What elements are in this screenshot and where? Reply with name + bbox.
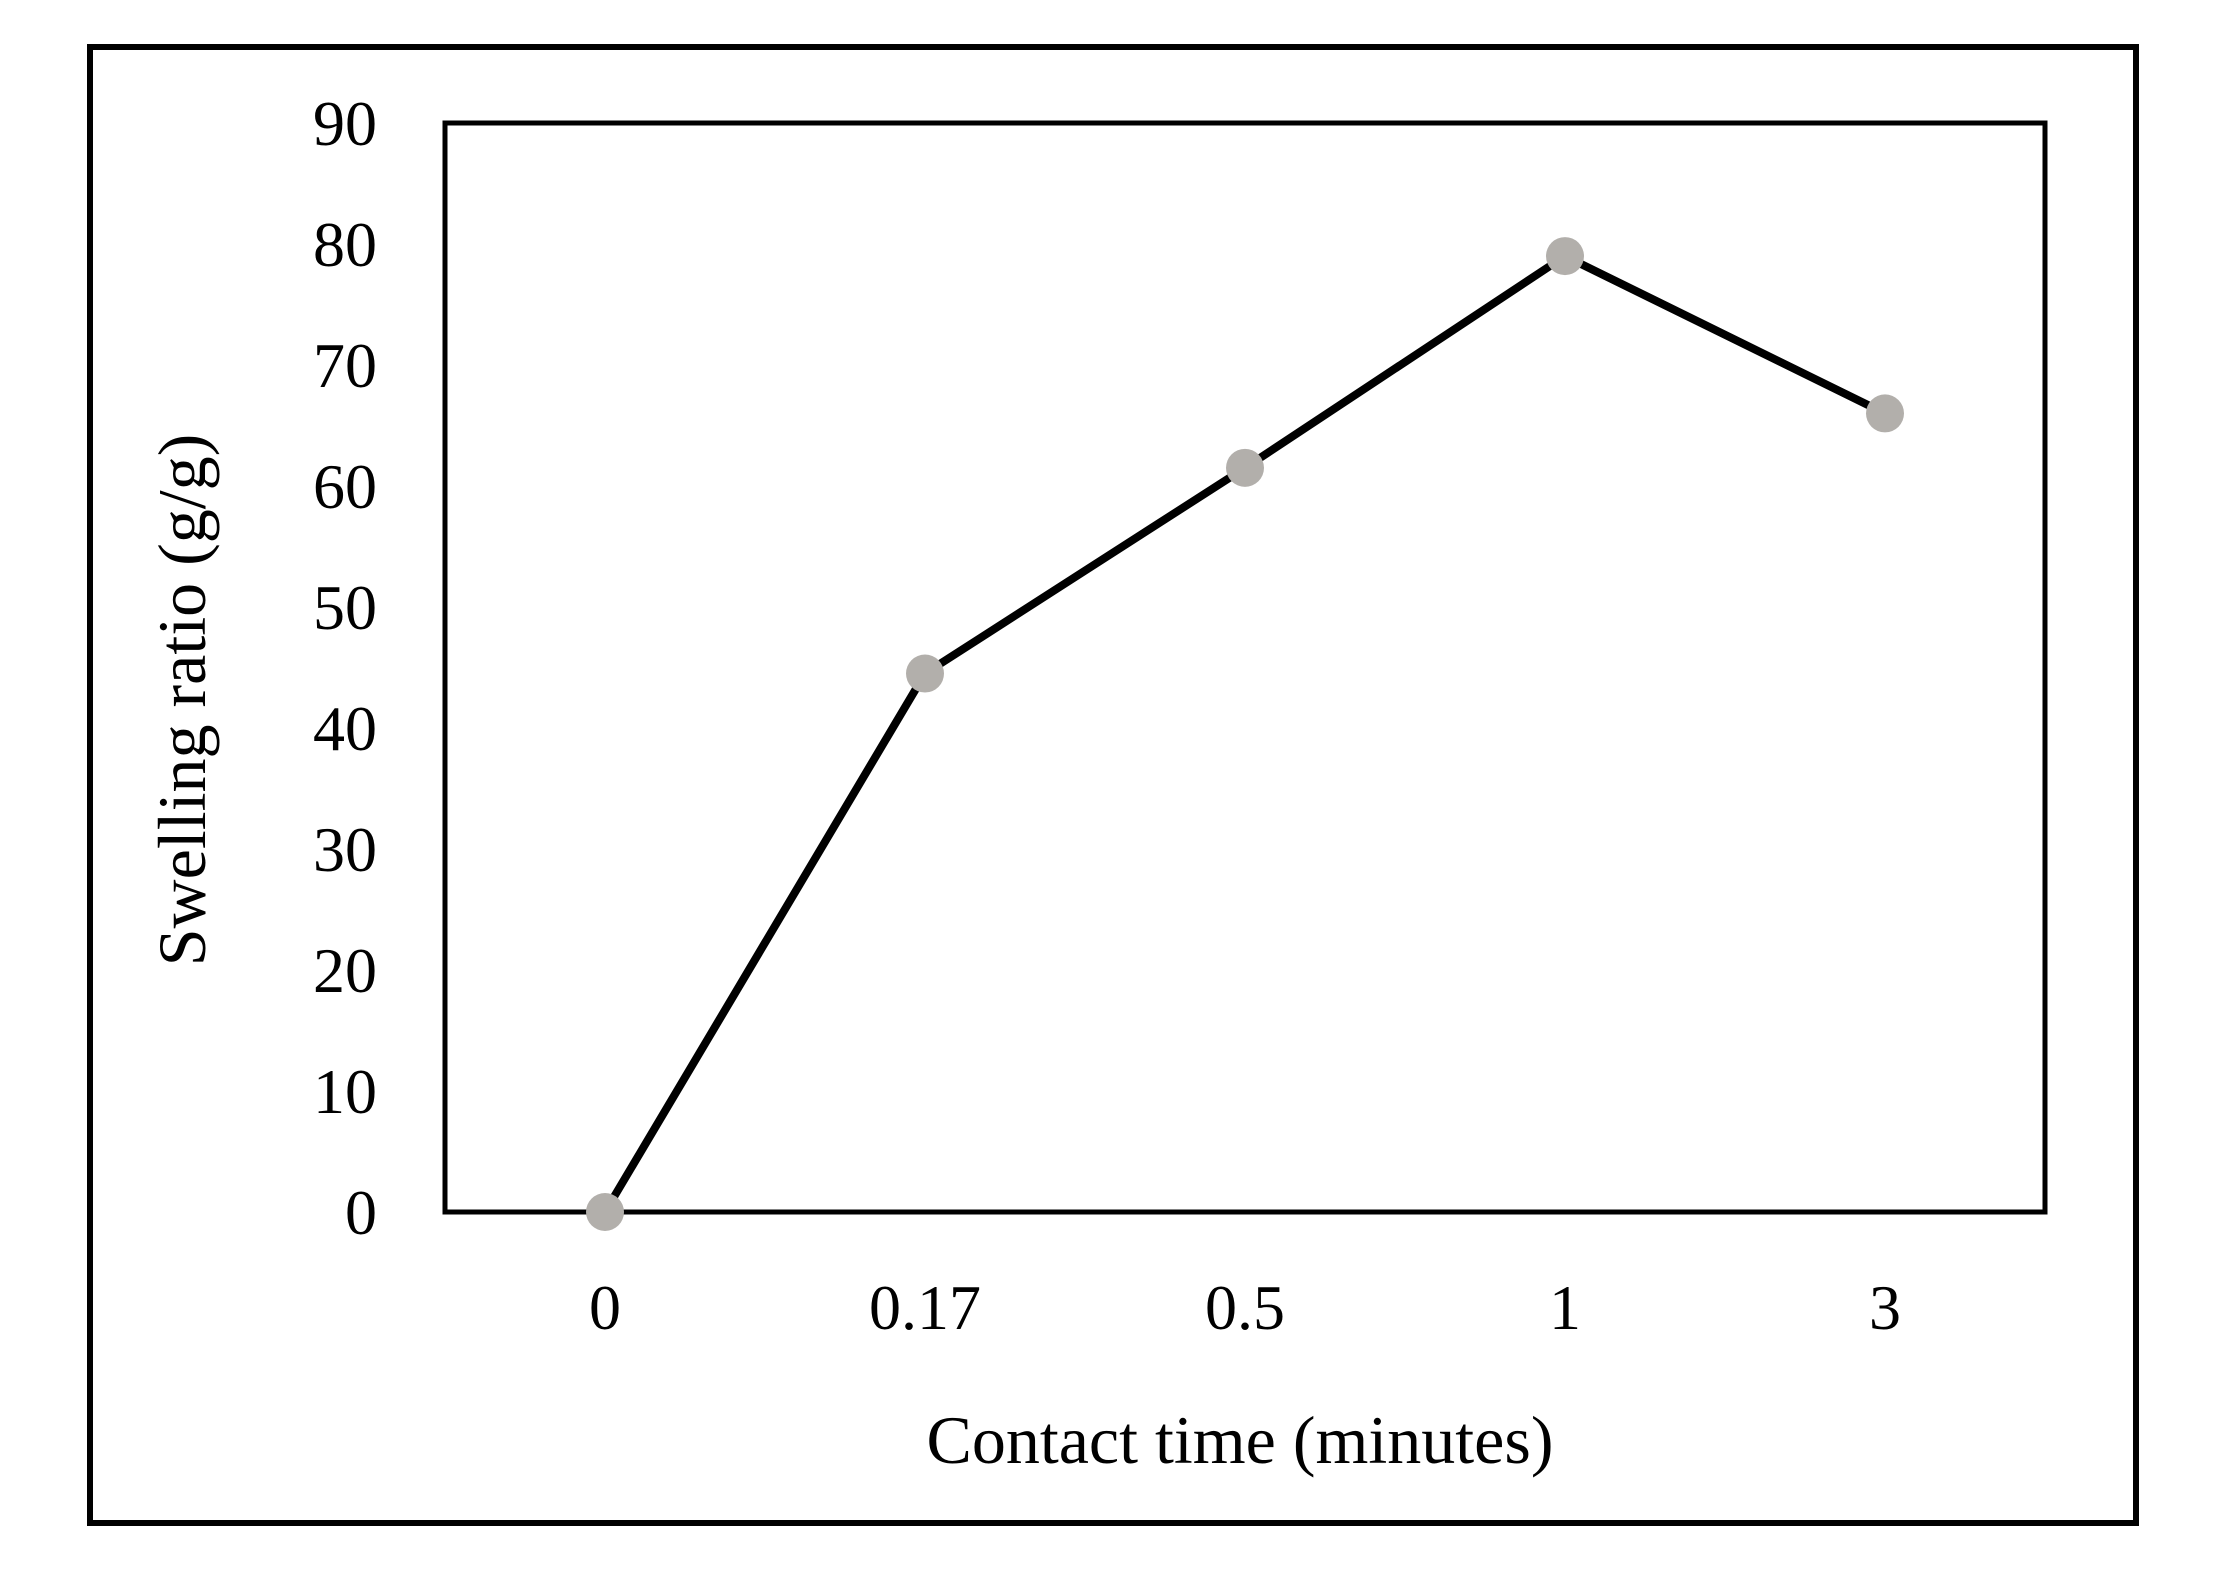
series-markers xyxy=(586,237,1904,1231)
x-tick-label: 0.17 xyxy=(869,1272,981,1343)
x-axis-tick-labels: 0 0.17 0.5 1 3 xyxy=(589,1272,1901,1343)
plot-area xyxy=(442,120,2048,1215)
data-point-marker xyxy=(1226,448,1264,487)
figure-border xyxy=(87,44,2139,1526)
y-axis-tick-labels: 0 10 20 30 40 50 60 70 80 90 xyxy=(313,88,377,1248)
data-point-marker xyxy=(1546,237,1584,276)
data-point-marker xyxy=(586,1193,624,1231)
x-tick-label: 0.5 xyxy=(1205,1272,1285,1343)
y-axis-title: Swelling ratio (g/g) xyxy=(144,434,220,967)
series-line xyxy=(601,252,1889,1216)
data-point-marker xyxy=(906,654,944,693)
x-tick-label: 1 xyxy=(1549,1272,1581,1343)
y-tick-label: 10 xyxy=(313,1056,377,1127)
y-tick-label: 30 xyxy=(313,814,377,885)
x-tick-label: 0 xyxy=(589,1272,621,1343)
y-tick-label: 0 xyxy=(345,1177,377,1248)
y-tick-label: 20 xyxy=(313,935,377,1006)
x-axis-title: Contact time (minutes) xyxy=(927,1402,1554,1478)
y-tick-label: 90 xyxy=(313,88,377,159)
y-tick-label: 40 xyxy=(313,693,377,764)
y-tick-label: 70 xyxy=(313,330,377,401)
data-point-marker xyxy=(1866,394,1904,433)
x-tick-label: 3 xyxy=(1869,1272,1901,1343)
y-tick-label: 80 xyxy=(313,209,377,280)
y-tick-label: 50 xyxy=(313,572,377,643)
y-tick-label: 60 xyxy=(313,451,377,522)
